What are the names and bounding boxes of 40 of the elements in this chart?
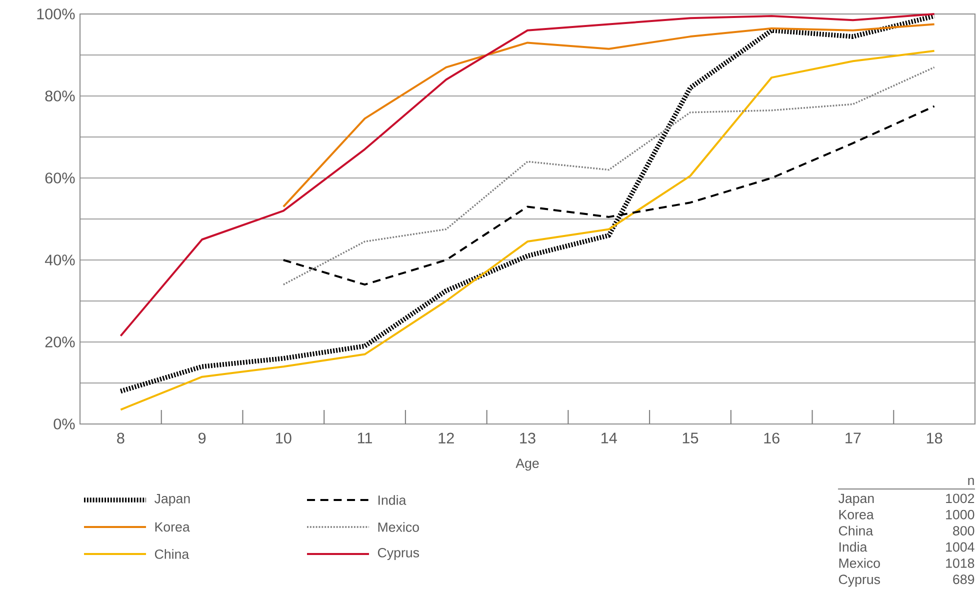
x-tick-label: 18 <box>926 432 942 444</box>
y-tick-label: 20% <box>45 336 75 348</box>
y-tick-label: 100% <box>37 8 75 20</box>
x-tick-label: 10 <box>276 432 292 444</box>
y-tick-label: 40% <box>44 254 75 266</box>
text: 1018 <box>946 558 974 568</box>
text: 800 <box>953 526 974 536</box>
x-tick-label: 12 <box>438 432 454 444</box>
text: 689 <box>953 574 974 584</box>
legend-label: China <box>154 549 190 559</box>
x-tick-label: 13 <box>520 432 536 444</box>
text: Cyprus <box>838 574 880 587</box>
y-tick-label: 80% <box>45 90 75 102</box>
text: 1004 <box>946 542 974 552</box>
x-tick-label: 11 <box>358 432 372 444</box>
x-axis-title: Age <box>516 458 539 471</box>
legend-label: Mexico <box>378 522 419 532</box>
line-series <box>282 66 936 286</box>
text: Mexico <box>839 558 880 568</box>
line-series <box>282 23 936 208</box>
x-tick-label: 15 <box>682 432 698 444</box>
text: 1002 <box>946 494 974 504</box>
text: 1000 <box>946 510 974 520</box>
x-tick-label: 16 <box>764 432 780 444</box>
x-tick-label: 17 <box>846 432 861 444</box>
y-tick-label: 0% <box>54 418 75 430</box>
x-tick-label: 9 <box>198 432 206 444</box>
line-series <box>120 13 936 337</box>
text: Japan <box>838 494 874 506</box>
text: China <box>838 526 874 536</box>
legend-label: Japan <box>154 494 190 506</box>
legend-label: Cyprus <box>378 548 420 560</box>
text: India <box>840 542 868 552</box>
legend-label: India <box>378 495 406 505</box>
y-tick-label: 60% <box>45 172 75 184</box>
x-tick-label: 8 <box>117 432 124 444</box>
text: n <box>968 478 974 485</box>
legend-label: Korea <box>155 522 190 532</box>
text: Korea <box>839 510 874 520</box>
x-tick-label: 14 <box>602 432 617 444</box>
